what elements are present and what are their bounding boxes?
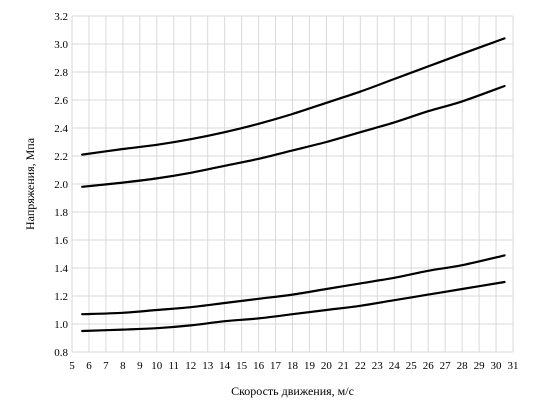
x-tick-labels: 5 6 7 8 9 10 11 12 13 14 15 16 17 18 19 20 21 22 23 24 25 26 2… (69, 360, 518, 372)
y-tick-labels: 0.8 1.0 1.2 1.4 1.6 1.8 2.0 2.2 2.4 2.6 2.8 3.0 3.2 (54, 11, 68, 359)
x-tick-label: 17 (270, 360, 282, 372)
x-tick-label: 13 (202, 360, 214, 372)
y-axis-title: Напряжения, Мпа (23, 137, 37, 230)
series-group (81, 37, 506, 333)
x-axis-title: Скорость движения, м/с (231, 384, 354, 398)
x-tick-label: 8 (120, 360, 126, 372)
y-tick-label: 3.2 (54, 11, 68, 23)
series-line-2 (81, 84, 506, 188)
y-tick-label: 1.2 (54, 291, 68, 303)
y-tick-label: 1.6 (54, 235, 68, 247)
y-tick-label: 2.8 (54, 67, 68, 79)
x-tick-label: 29 (474, 360, 486, 372)
x-tick-label: 23 (372, 360, 384, 372)
x-tick-label: 9 (137, 360, 143, 372)
grid (71, 15, 514, 353)
y-tick-label: 1.8 (54, 207, 68, 219)
x-tick-label: 26 (423, 360, 435, 372)
x-tick-label: 21 (338, 360, 349, 372)
y-tick-label: 1.4 (54, 263, 68, 275)
y-tick-label: 2.2 (54, 151, 68, 163)
x-tick-label: 11 (168, 360, 179, 372)
x-tick-label: 15 (236, 360, 248, 372)
y-tick-label: 0.8 (54, 347, 68, 359)
series-line-4 (81, 280, 506, 333)
x-tick-label: 28 (457, 360, 469, 372)
y-tick-label: 2.6 (54, 95, 68, 107)
x-tick-label: 6 (86, 360, 92, 372)
x-tick-label: 27 (440, 360, 452, 372)
x-tick-label: 20 (321, 360, 333, 372)
series-line-3 (81, 254, 506, 316)
x-tick-label: 19 (304, 360, 316, 372)
x-tick-label: 31 (508, 360, 519, 372)
x-tick-label: 24 (389, 360, 401, 372)
x-tick-label: 10 (151, 360, 163, 372)
x-tick-label: 25 (406, 360, 418, 372)
x-tick-label: 22 (355, 360, 366, 372)
y-tick-label: 3.0 (54, 39, 68, 51)
x-tick-label: 30 (491, 360, 503, 372)
x-tick-label: 18 (287, 360, 299, 372)
x-tick-label: 7 (103, 360, 109, 372)
x-tick-label: 5 (69, 360, 75, 372)
y-tick-label: 2.4 (54, 123, 68, 135)
series-line-1 (81, 37, 506, 156)
x-tick-label: 12 (185, 360, 196, 372)
x-tick-label: 16 (253, 360, 265, 372)
x-tick-label: 14 (219, 360, 231, 372)
y-tick-label: 2.0 (54, 179, 68, 191)
y-tick-label: 1.0 (54, 319, 68, 331)
